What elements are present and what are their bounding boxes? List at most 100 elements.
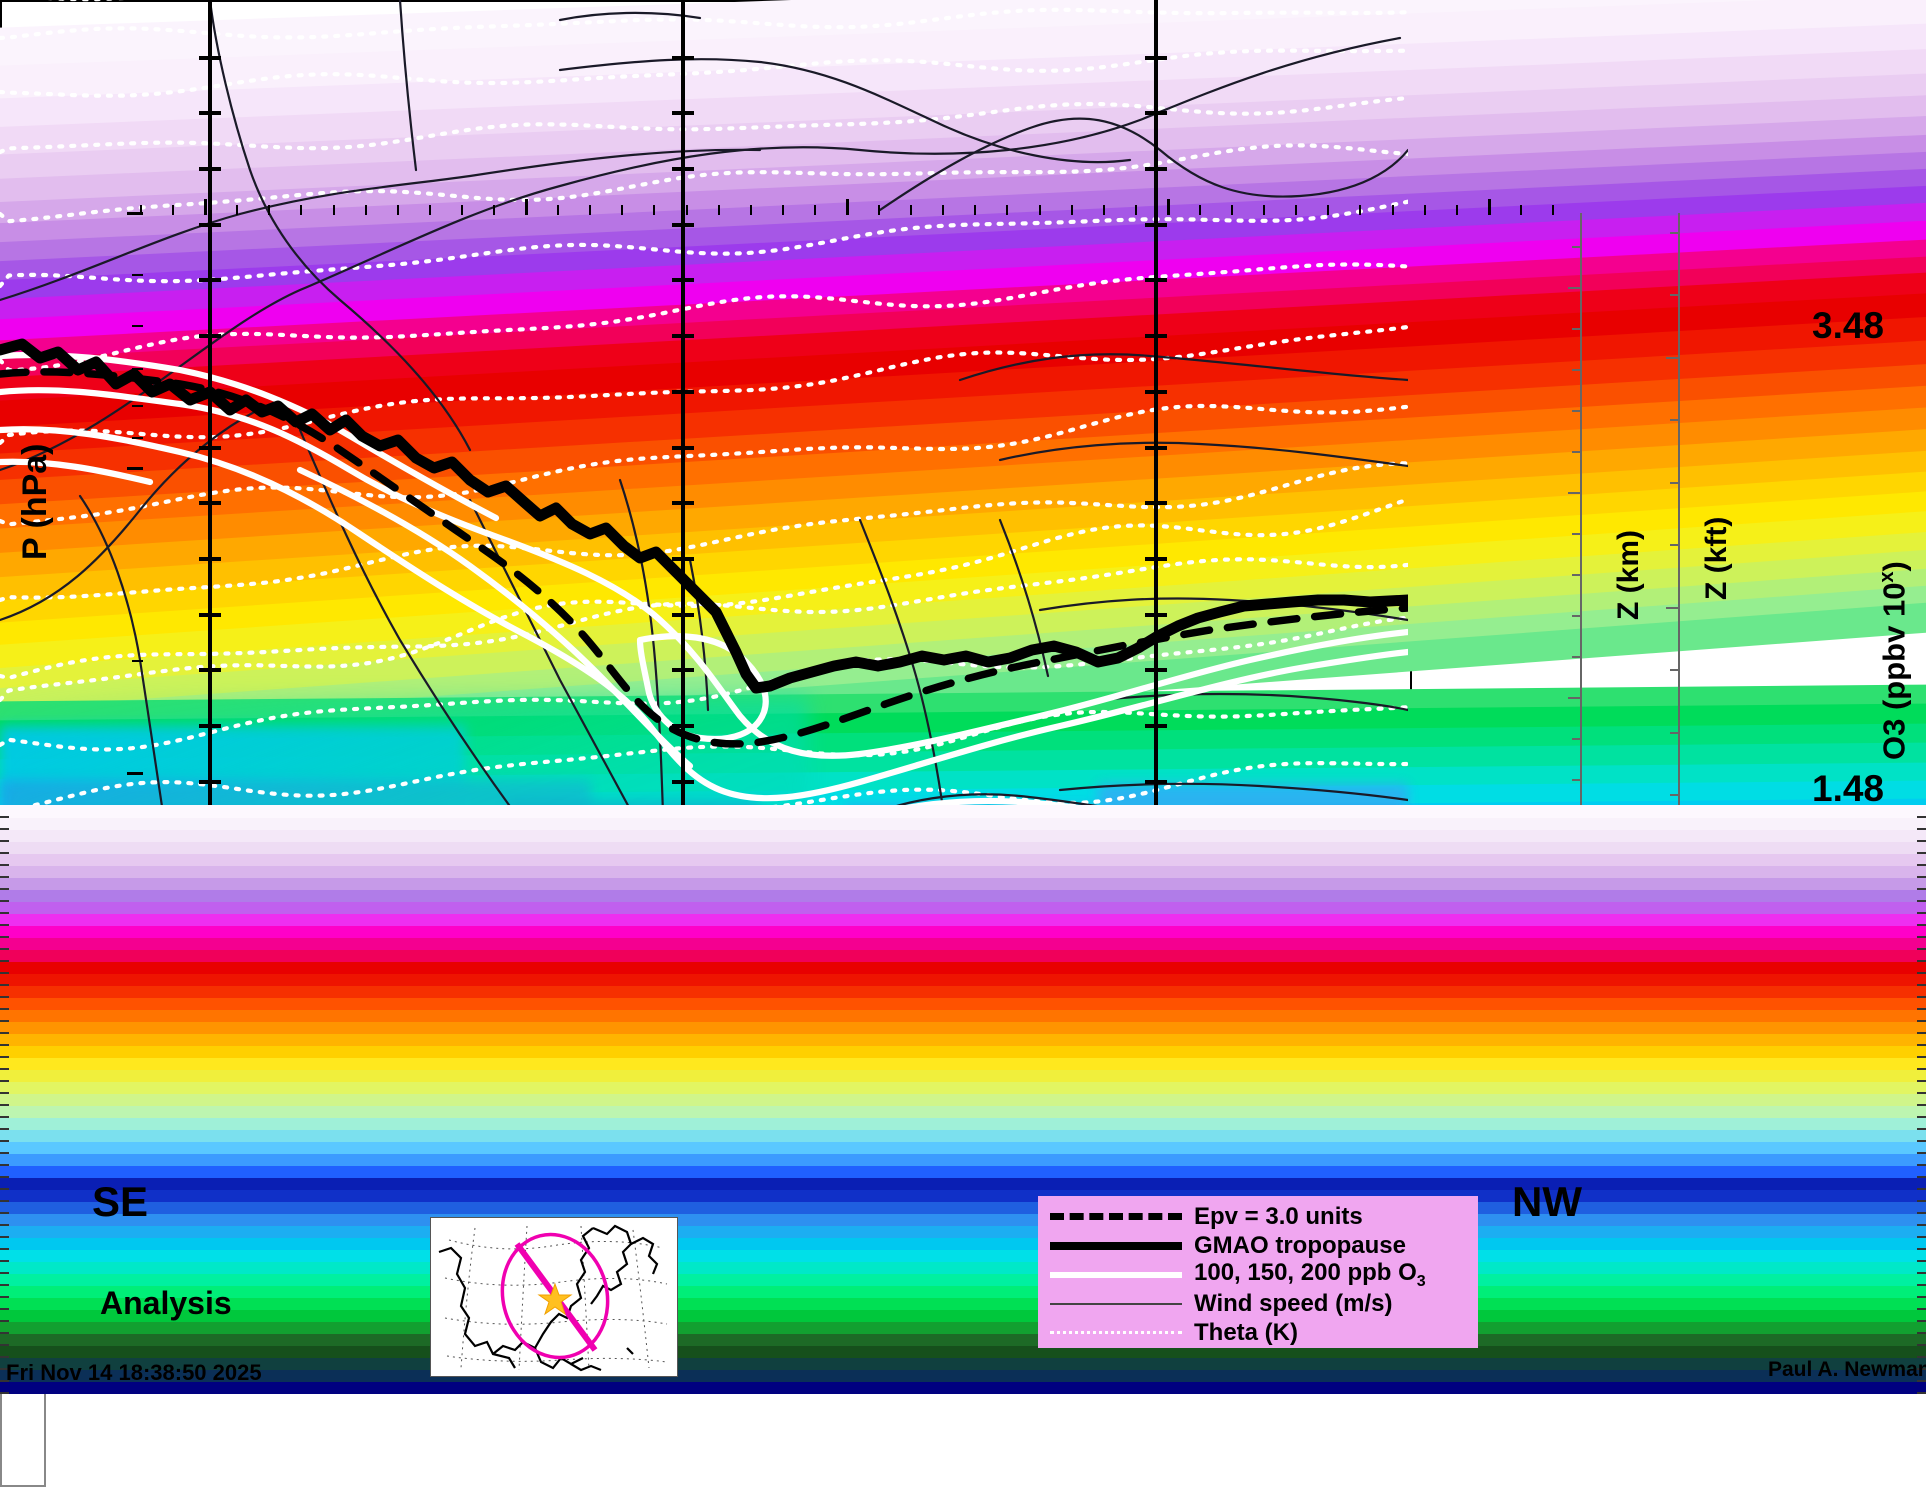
z-km-minor-tick [1572, 614, 1581, 617]
x-minor-tick-top [1519, 205, 1522, 215]
z-km-axis-title: Z (km) [1612, 530, 1645, 620]
station-marker-line [1154, 0, 1158, 1394]
x-minor-tick-top [460, 205, 463, 215]
x-minor-tick-top [1134, 205, 1137, 215]
colorbar-tick [0, 1308, 9, 1310]
station-marker-tick [1145, 723, 1167, 728]
x-minor-tick-top [589, 205, 592, 215]
z-km-minor-tick [1572, 655, 1581, 658]
colorbar-tick [0, 1080, 9, 1082]
legend-swatch [1038, 1241, 1194, 1250]
colorbar-tick [0, 1392, 9, 1394]
legend-item: Epv = 3.0 units [1038, 1202, 1478, 1231]
legend-line-sample-dot [1050, 1331, 1182, 1334]
theta-contour [0, 705, 1408, 814]
legend-label: Theta (K) [1194, 1319, 1298, 1347]
station-marker-tick [199, 501, 221, 506]
map-inset-svg [438, 1224, 668, 1372]
x-minor-tick-top [1295, 205, 1298, 215]
theta-contour [0, 199, 1408, 289]
colorbar-tick [0, 1140, 9, 1142]
map-inset[interactable] [430, 1217, 678, 1377]
colorbar-tick [0, 1128, 9, 1130]
station-marker-tick [672, 278, 694, 283]
z-kft-minor-tick [1670, 669, 1679, 672]
z-km-spine [1580, 213, 1582, 1108]
x-minor-tick-top [1070, 205, 1073, 215]
z-km-minor-tick [1572, 737, 1581, 740]
x-minor-tick-top [1038, 205, 1041, 215]
legend-label-text: Wind speed (m/s) [1194, 1289, 1393, 1317]
colorbar-band [0, 937, 1926, 950]
colorbar-tick [0, 1200, 9, 1202]
ozone-white-contour [0, 351, 500, 522]
z-km-minor-tick [1572, 573, 1581, 576]
colorbar-tick [0, 1260, 9, 1262]
station-marker-tick [672, 556, 694, 561]
colorbar-min-label: 1.48 [1812, 768, 1885, 809]
colorbar-tick [0, 912, 9, 914]
theta-contour [0, 324, 1408, 446]
station-marker-tick [1145, 222, 1167, 227]
theta-contour [0, 48, 1408, 98]
x-minor-tick-top [621, 205, 624, 215]
colorbar-tick [0, 1356, 9, 1358]
colorbar-band [0, 1021, 1926, 1034]
colorbar-title-suffix: ) [1876, 561, 1912, 572]
colorbar-tick [0, 1296, 9, 1298]
colorbar-tick [0, 1044, 9, 1046]
colorbar-tick [0, 1008, 9, 1010]
z-kft-axis-title: Z (kft) [1700, 516, 1733, 600]
station-marker-tick [1145, 779, 1167, 784]
station-marker-tick [672, 612, 694, 617]
colorbar-title-text: O3 (ppbv 10 [1876, 582, 1912, 760]
wind-speed-contour [0, 398, 282, 622]
station-marker-tick [199, 334, 221, 339]
y-minor-tick [132, 404, 143, 407]
colorbar-tick [0, 1212, 9, 1214]
colorbar-band [0, 1153, 1926, 1166]
colorbar-tick [0, 960, 9, 962]
author-credit: Paul A. Newman (NASA [1768, 1358, 1926, 1381]
z-km-minor-tick [1572, 409, 1581, 412]
x-minor-tick-top [846, 205, 848, 215]
x-minor-tick-top [1359, 205, 1362, 215]
wind-speed-contour [618, 478, 666, 848]
z-km-minor-tick [1572, 696, 1581, 699]
station-marker-tick [672, 111, 694, 116]
station-marker-tick [199, 779, 221, 784]
colorbar-band [0, 997, 1926, 1010]
z-kft-minor-tick [1670, 231, 1679, 234]
legend-line-sample-white [1050, 1271, 1182, 1278]
y-minor-tick [132, 659, 143, 662]
colorbar-tick [0, 1332, 9, 1334]
x-minor-tick-top [749, 205, 752, 215]
station-marker-tick [199, 723, 221, 728]
colorbar-max-label: 3.48 [1812, 305, 1885, 346]
colorbar-tick [0, 972, 9, 974]
x-minor-tick-top [717, 205, 720, 215]
cross-section-plot[interactable] [0, 0, 1926, 1394]
wind-speed-contour [398, 0, 418, 172]
coastlines [438, 1224, 659, 1372]
x-minor-tick-top [653, 205, 656, 215]
colorbar-band [0, 1057, 1926, 1070]
colorbar-tick [0, 1116, 9, 1118]
colorbar-band [0, 961, 1926, 974]
legend-label: Epv = 3.0 units [1194, 1203, 1363, 1231]
colorbar-tick [0, 1092, 9, 1094]
station-marker-tick [199, 222, 221, 227]
station-marker-tick [1145, 55, 1167, 60]
legend-swatch [1038, 1213, 1194, 1220]
ozone-white-contour [0, 458, 154, 486]
colorbar-band [0, 901, 1926, 914]
station-marker-tick [1145, 389, 1167, 394]
x-minor-tick-top [1102, 205, 1105, 215]
theta-contour [0, 403, 1408, 527]
z-km-minor-tick [1572, 286, 1581, 289]
station-marker-tick [672, 501, 694, 506]
colorbar-tick [0, 1284, 9, 1286]
colorbar[interactable] [0, 805, 1926, 1487]
gmao-tropopause-contour [0, 338, 1408, 694]
station-marker-tick [1145, 612, 1167, 617]
